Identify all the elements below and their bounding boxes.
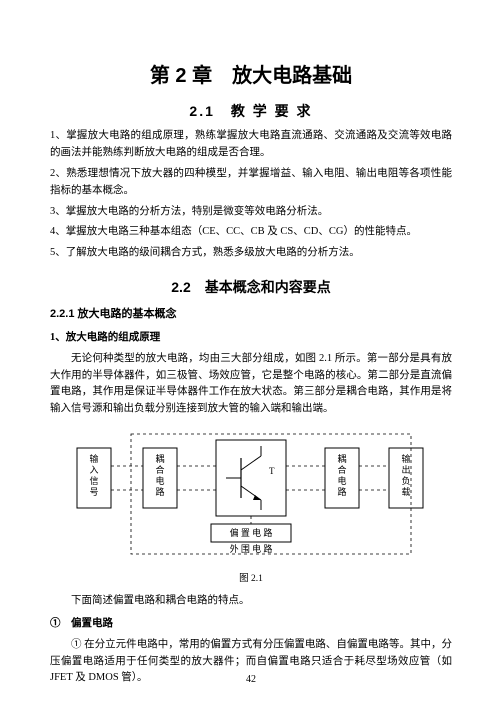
figure-caption: 图 2.1 bbox=[50, 572, 452, 587]
para-composition: 无论何种类型的放大电路，均由三大部分组成，如图 2.1 所示。第一部分是具有放大… bbox=[50, 351, 452, 418]
heading-composition: 1、放大电路的组成原理 bbox=[50, 330, 452, 347]
heading-bias: ① 偏置电路 bbox=[50, 616, 452, 633]
page-number: 42 bbox=[0, 672, 502, 688]
para-after-figure: 下面简述偏置电路和耦合电路的特点。 bbox=[50, 593, 452, 610]
req-item: 4、掌握放大电路三种基本组态（CE、CC、CB 及 CS、CD、CG）的性能特点… bbox=[50, 224, 452, 241]
label-coupling-2: 耦合电路 bbox=[337, 454, 346, 497]
label-output: 输出负载 bbox=[401, 453, 410, 497]
req-item: 1、掌握放大电路的组成原理，熟练掌握放大电路直流通路、交流通路及交流等效电路的画… bbox=[50, 128, 452, 162]
label-outer: 外 围 电 路 bbox=[230, 543, 273, 554]
label-transistor: T bbox=[269, 466, 275, 476]
section-2-2-title: 2.2 基本概念和内容要点 bbox=[50, 276, 452, 298]
chapter-title: 第 2 章 放大电路基础 bbox=[50, 60, 452, 92]
figure-2-1: 输入信号 耦合电路 耦合电路 输出负载 T 偏 置 电 路 外 围 电 路 图 … bbox=[50, 428, 452, 587]
diagram-svg: 输入信号 耦合电路 耦合电路 输出负载 T 偏 置 电 路 外 围 电 路 bbox=[71, 428, 431, 568]
label-bias: 偏 置 电 路 bbox=[230, 527, 273, 538]
label-coupling-1: 耦合电路 bbox=[155, 454, 164, 497]
subsection-2-2-1-title: 2.2.1 放大电路的基本概念 bbox=[50, 306, 452, 324]
section-2-1-title: 2.1 教 学 要 求 bbox=[50, 100, 452, 122]
req-item: 3、掌握放大电路的分析方法，特别是微变等效电路分析法。 bbox=[50, 204, 452, 221]
req-item: 5、了解放大电路的级间耦合方式，熟悉多级放大电路的分析方法。 bbox=[50, 245, 452, 262]
req-item: 2、熟悉理想情况下放大器的四种模型，并掌握增益、输入电阻、输出电阻等各项性能指标… bbox=[50, 166, 452, 200]
label-input: 输入信号 bbox=[89, 453, 98, 497]
